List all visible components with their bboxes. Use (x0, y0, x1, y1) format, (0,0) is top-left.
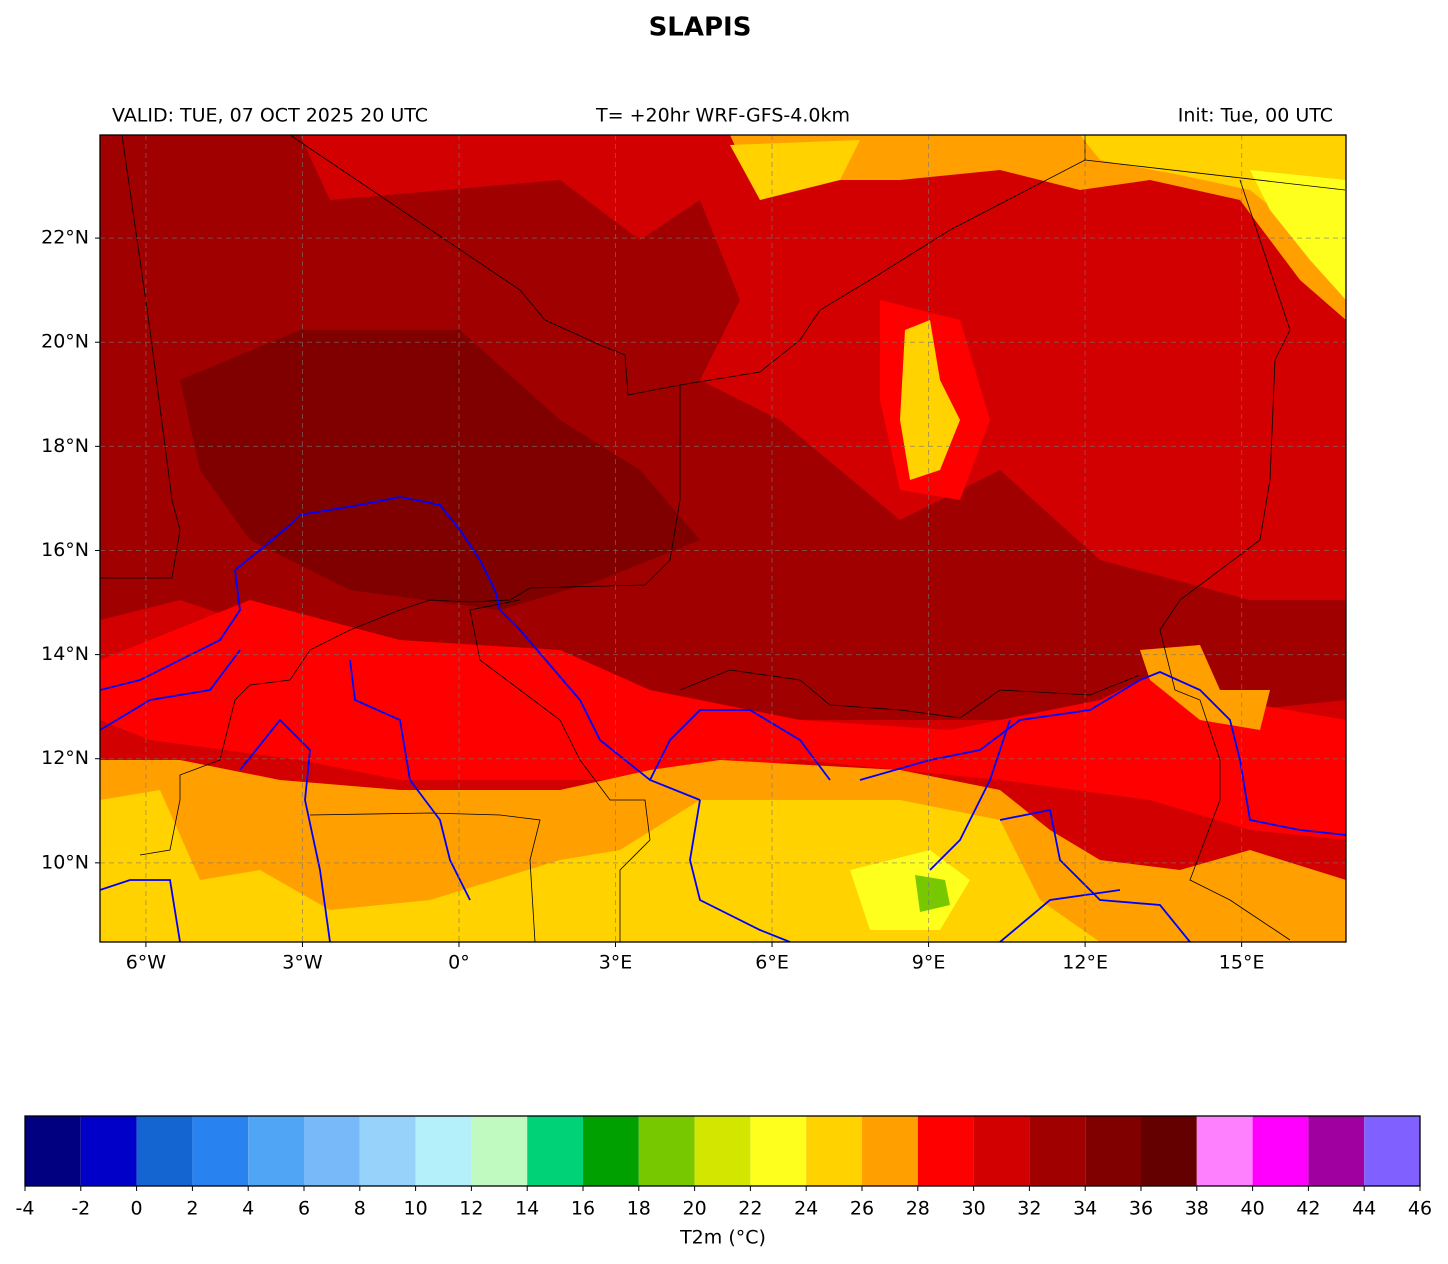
colorbar-swatch (750, 1116, 807, 1186)
field (900, 320, 960, 480)
y-tick-label: 16°N (41, 539, 89, 561)
header-right: Init: Tue, 00 UTC (1178, 105, 1333, 127)
colorbar-tick-label: -2 (71, 1198, 90, 1220)
colorbar-tick-label: 24 (794, 1198, 818, 1220)
field (730, 135, 1346, 320)
colorbar-tick-label: 44 (1352, 1198, 1376, 1220)
colorbar-tick-label: 14 (515, 1198, 539, 1220)
header-center: T= +20hr WRF-GFS-4.0km (595, 105, 850, 127)
map-frame (99, 134, 1347, 943)
colorbar-swatch (1364, 1116, 1420, 1186)
colorbar-swatch (359, 1116, 416, 1186)
colorbar-tick-label: 6 (298, 1198, 310, 1220)
colorbar-swatch (583, 1116, 639, 1186)
colorbar-tick-label: 34 (1073, 1198, 1097, 1220)
x-tick-label: 9°E (912, 952, 946, 974)
field (915, 875, 950, 912)
field (850, 850, 970, 930)
x-tick-label: 12°E (1062, 952, 1108, 974)
colorbar-swatch (973, 1116, 1030, 1186)
colorbar-tick-label: 18 (627, 1198, 651, 1220)
x-tick-label: 6°E (755, 952, 789, 974)
colorbar-tick-label: 4 (242, 1198, 254, 1220)
colorbar-tick-label: 10 (404, 1198, 428, 1220)
colorbar-tick-label: 38 (1185, 1198, 1209, 1220)
colorbar-swatch (862, 1116, 918, 1186)
colorbar-swatch (80, 1116, 137, 1186)
colorbar-swatch (1252, 1116, 1309, 1186)
colorbar-swatch (192, 1116, 249, 1186)
colorbar-tick-label: 30 (962, 1198, 986, 1220)
field (100, 790, 1100, 942)
colorbar-tick-label: 28 (906, 1198, 930, 1220)
field (730, 140, 860, 200)
colorbar-swatch (806, 1116, 862, 1186)
field (180, 330, 700, 610)
colorbar-tick-label: 16 (571, 1198, 595, 1220)
colorbar-swatch (917, 1116, 974, 1186)
colorbar-frame (24, 1115, 1421, 1187)
x-tick-label: 3°E (599, 952, 633, 974)
colorbar-swatch (527, 1116, 583, 1186)
colorbar-swatch (415, 1116, 472, 1186)
colorbar-tick-label: -4 (16, 1198, 35, 1220)
colorbar-swatch (1141, 1116, 1197, 1186)
colorbar-tick-label: 8 (354, 1198, 366, 1220)
colorbar-tick-label: 0 (131, 1198, 143, 1220)
colorbar-swatch (1308, 1116, 1365, 1186)
colorbar-swatch (136, 1116, 193, 1186)
colorbar-tick-label: 22 (738, 1198, 762, 1220)
colorbar-swatch (25, 1116, 81, 1186)
field (1250, 170, 1346, 300)
colorbar-tick-label: 46 (1408, 1198, 1432, 1220)
y-tick-label: 22°N (41, 227, 89, 249)
x-tick-label: 6°W (126, 952, 167, 974)
colorbar-tick-label: 40 (1241, 1198, 1265, 1220)
field (1140, 645, 1270, 730)
river (100, 496, 1346, 942)
grid (100, 135, 1346, 942)
y-tick-label: 10°N (41, 851, 89, 873)
colorbar-swatch (248, 1116, 304, 1186)
colorbar-label: T2m (°C) (679, 1227, 766, 1249)
colorbar-swatch (694, 1116, 751, 1186)
x-tick-label: 0° (448, 952, 470, 974)
field (100, 600, 1346, 840)
colorbar-tick-label: 12 (459, 1198, 483, 1220)
colorbar-swatch (638, 1116, 695, 1186)
colorbar-swatch (1085, 1116, 1141, 1186)
x-tick-label: 3°W (282, 952, 323, 974)
y-tick-label: 14°N (41, 643, 89, 665)
map (100, 135, 1346, 942)
colorbar-swatch (1029, 1116, 1086, 1186)
colorbar-tick-label: 36 (1129, 1198, 1153, 1220)
y-tick-label: 18°N (41, 435, 89, 457)
x-tick-label: 15°E (1219, 952, 1265, 974)
header-left: VALID: TUE, 07 OCT 2025 20 UTC (112, 105, 428, 127)
colorbar-tick-label: 32 (1017, 1198, 1041, 1220)
y-tick-label: 20°N (41, 331, 89, 353)
colorbar-tick-label: 42 (1296, 1198, 1320, 1220)
colorbar-tick-label: 2 (186, 1198, 198, 1220)
colorbar-tick-label: 26 (850, 1198, 874, 1220)
colorbar-tick-label: 20 (683, 1198, 707, 1220)
colorbar-swatch (1196, 1116, 1253, 1186)
title: SLAPIS (649, 13, 752, 43)
y-tick-label: 12°N (41, 747, 89, 769)
colorbar-swatch (304, 1116, 360, 1186)
colorbar-swatch (471, 1116, 528, 1186)
